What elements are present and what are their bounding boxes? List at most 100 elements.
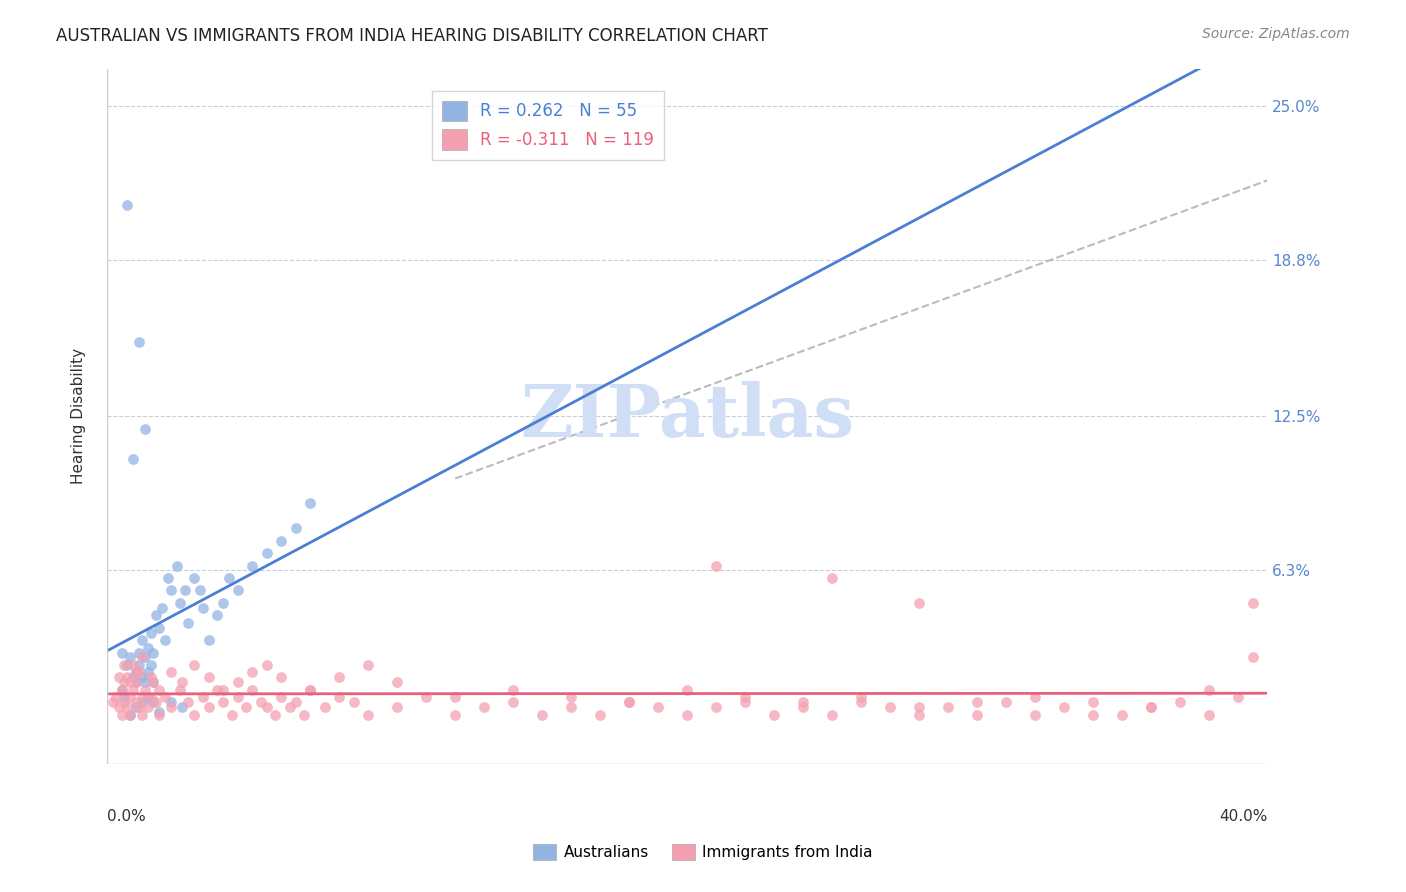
Point <box>1227 690 1250 705</box>
Point <box>191 600 214 615</box>
Point <box>145 695 167 709</box>
Point <box>134 422 156 436</box>
Point <box>128 665 150 680</box>
Point <box>250 695 273 709</box>
Point <box>139 657 162 672</box>
Point <box>299 682 322 697</box>
Point <box>142 695 165 709</box>
Point <box>1024 690 1046 705</box>
Text: ZIPatlas: ZIPatlas <box>520 381 855 452</box>
Point <box>879 700 901 714</box>
Point <box>1111 707 1133 722</box>
Point <box>908 700 931 714</box>
Point <box>114 695 136 709</box>
Point <box>120 675 142 690</box>
Point <box>166 558 188 573</box>
Legend: R = 0.262   N = 55, R = -0.311   N = 119: R = 0.262 N = 55, R = -0.311 N = 119 <box>432 91 664 160</box>
Point <box>101 695 124 709</box>
Point <box>136 640 159 655</box>
Point <box>142 646 165 660</box>
Point <box>385 675 408 690</box>
Point <box>148 707 170 722</box>
Point <box>226 675 249 690</box>
Point <box>1053 700 1076 714</box>
Point <box>125 695 148 709</box>
Point <box>328 690 350 705</box>
Point <box>235 700 257 714</box>
Point <box>125 665 148 680</box>
Legend: Australians, Immigrants from India: Australians, Immigrants from India <box>527 838 879 866</box>
Point <box>131 695 153 709</box>
Point <box>619 695 641 709</box>
Point <box>212 682 235 697</box>
Point <box>966 707 988 722</box>
Point <box>136 700 159 714</box>
Point <box>763 707 786 722</box>
Point <box>270 690 292 705</box>
Point <box>160 665 183 680</box>
Point <box>938 700 960 714</box>
Point <box>122 657 145 672</box>
Point <box>110 707 132 722</box>
Point <box>1140 700 1163 714</box>
Point <box>1140 700 1163 714</box>
Point <box>908 596 931 610</box>
Point <box>131 707 153 722</box>
Point <box>153 633 176 648</box>
Point <box>148 705 170 719</box>
Point <box>531 707 554 722</box>
Text: Source: ZipAtlas.com: Source: ZipAtlas.com <box>1202 27 1350 41</box>
Point <box>125 665 148 680</box>
Point <box>792 695 814 709</box>
Point <box>226 583 249 598</box>
Point <box>676 682 699 697</box>
Point <box>647 700 669 714</box>
Point <box>472 700 495 714</box>
Point <box>1170 695 1192 709</box>
Point <box>1241 596 1264 610</box>
Point <box>148 682 170 697</box>
Point <box>128 646 150 660</box>
Point <box>704 700 727 714</box>
Point <box>169 682 191 697</box>
Point <box>139 625 162 640</box>
Point <box>104 690 127 705</box>
Point <box>120 650 142 665</box>
Point <box>256 700 278 714</box>
Point <box>122 451 145 466</box>
Point <box>270 670 292 684</box>
Point <box>299 682 322 697</box>
Point <box>284 695 307 709</box>
Point <box>704 558 727 573</box>
Point <box>110 682 132 697</box>
Point <box>136 690 159 705</box>
Point <box>142 675 165 690</box>
Point <box>142 675 165 690</box>
Point <box>134 682 156 697</box>
Point <box>589 707 612 722</box>
Point <box>1083 695 1105 709</box>
Point <box>117 670 139 684</box>
Point <box>148 621 170 635</box>
Point <box>150 600 173 615</box>
Point <box>125 675 148 690</box>
Point <box>117 198 139 212</box>
Point <box>207 682 229 697</box>
Point <box>560 700 582 714</box>
Point <box>128 700 150 714</box>
Point <box>851 695 873 709</box>
Point <box>207 608 229 623</box>
Point <box>145 608 167 623</box>
Point <box>197 700 219 714</box>
Point <box>792 700 814 714</box>
Point <box>120 690 142 705</box>
Text: 40.0%: 40.0% <box>1219 809 1267 824</box>
Point <box>278 700 301 714</box>
Point <box>256 657 278 672</box>
Point <box>174 583 197 598</box>
Point <box>117 657 139 672</box>
Point <box>1024 707 1046 722</box>
Point <box>734 695 756 709</box>
Point <box>314 700 336 714</box>
Point <box>908 707 931 722</box>
